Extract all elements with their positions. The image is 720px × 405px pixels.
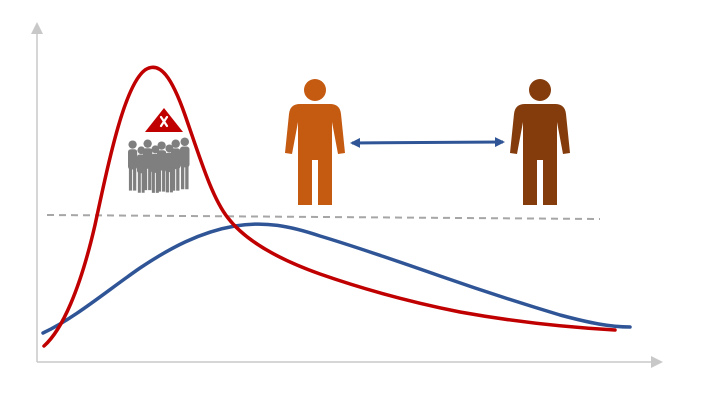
person-left-icon <box>285 79 345 205</box>
mitigated-curve <box>41 222 632 335</box>
unmitigated-curve <box>42 65 617 348</box>
warning-triangle-icon <box>145 108 183 132</box>
person-right-icon <box>510 79 570 205</box>
crowd-icon <box>128 137 190 193</box>
healthcare-capacity-line <box>46 214 601 220</box>
double-arrow-icon <box>350 137 505 148</box>
